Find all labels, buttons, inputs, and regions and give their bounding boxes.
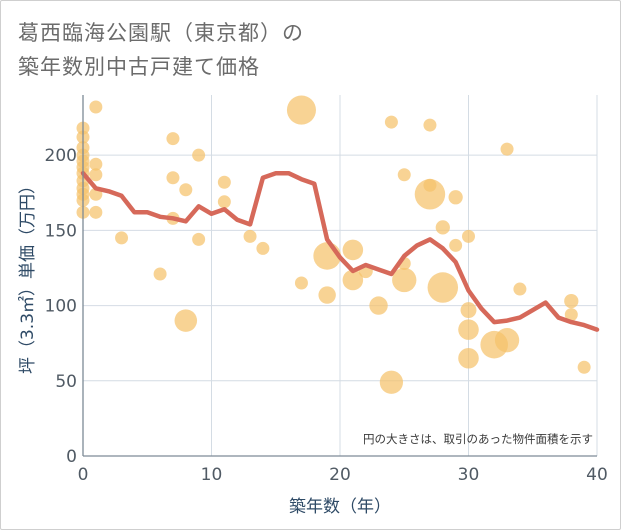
bubble-point: [192, 148, 206, 162]
x-tick-label: 40: [586, 465, 608, 485]
bubble-point: [217, 175, 231, 189]
x-tick-label: 0: [78, 465, 89, 485]
bubble-point: [342, 239, 364, 261]
bubble-point: [392, 267, 417, 293]
bubble-point: [342, 269, 364, 291]
bubble-point: [564, 293, 579, 309]
bubble-point: [318, 286, 336, 304]
bubble-point: [115, 231, 129, 245]
bubble-point: [243, 229, 257, 243]
bubble-size-note: 円の大きさは、取引のあった物件面積を示す: [363, 432, 593, 446]
x-tick-label: 20: [329, 465, 351, 485]
bubble-point: [89, 168, 103, 182]
bubble-point: [89, 205, 103, 219]
bubble-point: [460, 302, 477, 319]
bubble-point: [513, 282, 527, 296]
bubble-point: [500, 142, 514, 156]
bubble-point: [423, 178, 437, 192]
bubble-point: [166, 132, 180, 146]
y-tick-label: 100: [45, 297, 77, 317]
bubble-point: [153, 267, 167, 281]
bubble-point: [179, 183, 193, 197]
average-price-trend-line: [80, 170, 600, 332]
bubble-point: [369, 296, 388, 315]
bubble-point: [458, 319, 479, 340]
axes: [82, 95, 597, 457]
bubble-series: [76, 95, 591, 394]
trend-line-series: [80, 170, 600, 332]
bubble-point: [256, 241, 270, 255]
y-tick-label: 150: [45, 221, 77, 241]
bubble-point: [89, 157, 103, 171]
bubble-point: [379, 370, 404, 394]
bubble-point: [286, 95, 316, 125]
x-tick-label: 30: [458, 465, 480, 485]
bubble-point: [494, 328, 520, 353]
bubble-point: [294, 276, 308, 290]
y-tick-label: 0: [66, 447, 77, 467]
bubble-point: [423, 118, 437, 132]
bubble-point: [414, 179, 446, 210]
bubble-point: [427, 272, 459, 303]
bubble-point: [192, 232, 206, 246]
bubble-point: [458, 347, 479, 369]
bubble-point: [397, 168, 411, 182]
bubble-point: [174, 309, 198, 332]
bubble-point: [449, 238, 463, 252]
gridlines: [83, 95, 598, 456]
y-axis-label: 坪（3.3㎡）単価（万円）: [18, 177, 38, 374]
x-tick-label: 10: [201, 465, 223, 485]
chart-title: 葛西臨海公園駅（東京都）の 築年数別中古戸建て価格: [18, 16, 304, 84]
bubble-point: [384, 115, 398, 129]
x-axis-label: 築年数（年）: [289, 497, 391, 517]
bubble-point: [577, 360, 591, 374]
bubble-point: [462, 229, 475, 243]
bubble-point: [166, 171, 180, 185]
y-tick-label: 50: [55, 372, 77, 392]
bubble-point: [89, 100, 103, 114]
title-line-1: 葛西臨海公園駅（東京都）の: [18, 21, 304, 45]
bubble-point: [448, 190, 463, 205]
tick-labels: 0 10 20 30 40 0 50 100 150 200: [45, 146, 608, 485]
bubble-point: [435, 220, 450, 235]
y-tick-label: 200: [45, 146, 77, 166]
bubble-point: [564, 308, 578, 322]
title-line-2: 築年数別中古戸建て価格: [18, 55, 260, 79]
bubble-point: [217, 195, 231, 209]
